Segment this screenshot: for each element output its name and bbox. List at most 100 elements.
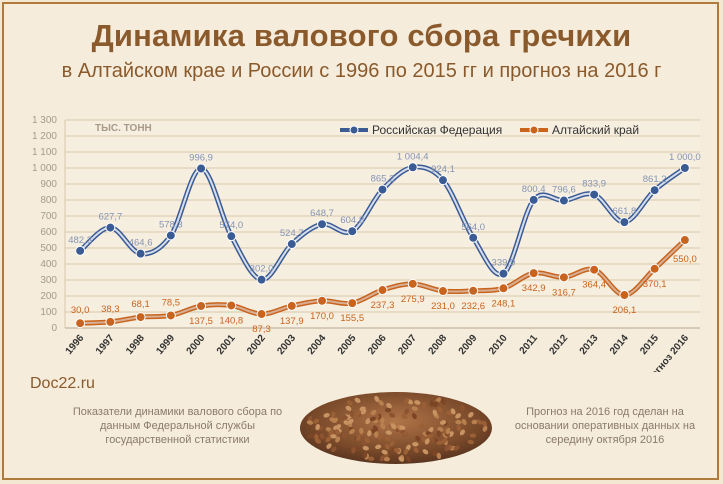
grain — [436, 430, 441, 437]
data-label-altai: 87,3 — [252, 324, 271, 335]
grain — [430, 437, 435, 444]
data-label-altai: 155,5 — [340, 313, 364, 324]
grain — [389, 440, 395, 447]
y-tick-label: 900 — [40, 179, 57, 190]
data-point-russia — [407, 162, 418, 173]
data-point-altai — [196, 301, 207, 311]
grain — [422, 449, 429, 455]
x-tick-label: 2012 — [547, 333, 570, 357]
grain — [384, 443, 390, 450]
grain — [393, 447, 400, 453]
data-point-russia — [286, 239, 297, 250]
grain — [455, 420, 462, 425]
grain — [374, 395, 380, 402]
x-tick-label: 1997 — [94, 333, 117, 357]
data-point-altai — [165, 310, 176, 321]
grain — [355, 410, 362, 416]
page-subtitle: в Алтайском крае и России с 1996 по 2015… — [61, 60, 662, 82]
y-tick-label: 0 — [51, 323, 57, 334]
data-label-russia: 1 000,0 — [669, 152, 701, 163]
x-tick-label: 1998 — [124, 333, 147, 357]
data-label-altai: 316,7 — [552, 287, 576, 298]
data-point-russia — [226, 231, 237, 242]
grain — [359, 427, 364, 435]
grain — [362, 445, 369, 451]
grain — [306, 420, 314, 425]
grain — [331, 411, 336, 418]
grain — [455, 413, 461, 419]
grain — [374, 431, 379, 438]
x-tick-label: 2013 — [578, 333, 601, 357]
data-point-altai — [437, 286, 448, 297]
grain — [411, 406, 418, 411]
grain — [445, 427, 451, 435]
grain — [390, 423, 397, 430]
grain — [377, 433, 383, 440]
data-label-altai: 231,0 — [431, 301, 455, 312]
grain — [471, 419, 478, 425]
grain — [331, 446, 337, 453]
grain — [404, 397, 410, 404]
grain — [436, 452, 442, 460]
legend-label-russia: Российская Федерация — [372, 123, 502, 137]
data-label-altai: 275,9 — [401, 294, 425, 305]
grain — [375, 444, 382, 450]
grain — [381, 449, 388, 455]
data-point-russia — [498, 268, 509, 279]
data-point-russia — [468, 232, 479, 243]
x-tick-label: 2007 — [396, 333, 419, 357]
y-tick-label: 800 — [40, 195, 57, 206]
data-point-altai — [347, 298, 358, 309]
data-point-altai — [317, 295, 328, 306]
grain — [476, 419, 483, 425]
x-tick-label: 2000 — [185, 333, 208, 357]
site-label: Doc22.ru — [30, 375, 95, 392]
grain — [319, 433, 325, 440]
grain — [467, 439, 474, 445]
grain — [460, 404, 465, 411]
buckwheat-image — [300, 392, 492, 464]
data-point-russia — [437, 175, 448, 186]
data-label-russia: 339,9 — [492, 258, 516, 269]
grain — [380, 423, 386, 430]
y-tick-label: 300 — [40, 275, 57, 286]
x-tick-label: 2015 — [638, 333, 661, 357]
data-point-altai — [528, 268, 539, 279]
grain — [335, 436, 341, 443]
grain — [365, 418, 371, 425]
grain — [354, 397, 361, 403]
data-point-altai — [679, 235, 690, 245]
data-point-altai — [498, 283, 509, 294]
x-tick-label: 1996 — [64, 333, 87, 357]
grain — [367, 430, 372, 437]
grain — [368, 456, 375, 461]
data-label-russia: 661,8 — [613, 206, 637, 217]
data-point-russia — [649, 185, 660, 196]
data-label-altai: 237,3 — [371, 300, 395, 311]
data-label-russia: 1 004,4 — [397, 151, 429, 162]
grain — [361, 440, 368, 446]
source-note: Показатели динамики валового сбора по да… — [72, 406, 283, 446]
grain — [468, 412, 474, 418]
grain — [418, 423, 425, 429]
grain — [326, 443, 332, 449]
grain — [401, 414, 408, 420]
grain — [398, 456, 405, 462]
grain — [314, 438, 321, 444]
x-tick-label: 2001 — [215, 333, 238, 357]
data-label-russia: 627,7 — [98, 212, 122, 223]
data-label-altai: 137,5 — [189, 316, 213, 327]
data-label-russia: 800,4 — [522, 184, 546, 195]
grain — [349, 428, 355, 435]
data-point-russia — [196, 163, 207, 174]
data-point-altai — [589, 264, 600, 275]
grain — [384, 436, 391, 442]
data-label-russia: 302,0 — [250, 264, 274, 275]
data-label-russia: 578,3 — [159, 219, 183, 230]
grain — [369, 416, 376, 422]
data-label-russia: 833,9 — [582, 179, 606, 190]
page-title: Динамика валового сбора гречихи — [91, 18, 632, 53]
data-label-russia: 648,7 — [310, 208, 334, 219]
data-label-altai: 38,3 — [101, 304, 120, 315]
grain — [432, 409, 438, 416]
